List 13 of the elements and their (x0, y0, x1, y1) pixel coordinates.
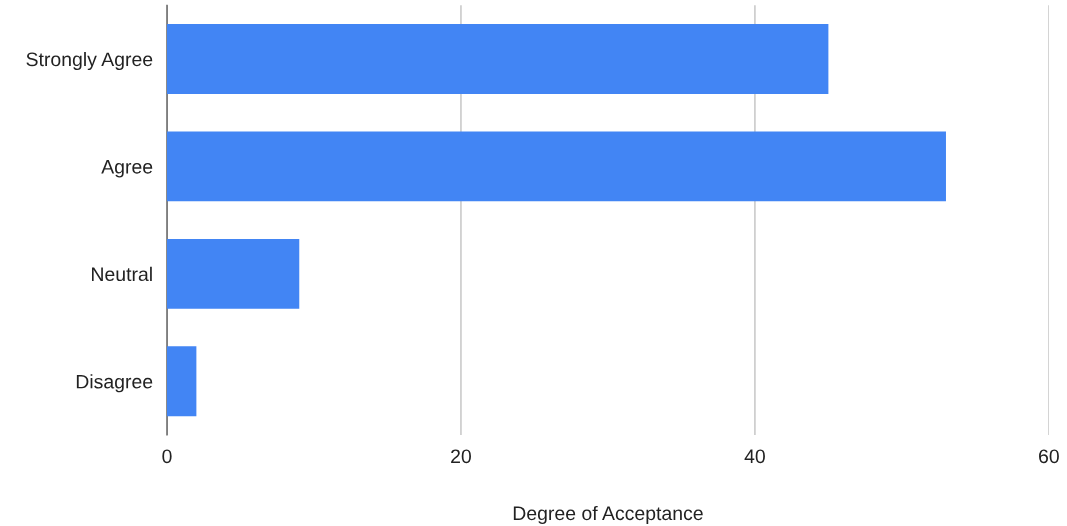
x-tick-label: 60 (1039, 449, 1059, 464)
x-tick-label: 20 (451, 449, 471, 464)
y-tick-label: Neutral (92, 266, 152, 282)
x-tick-label: 0 (162, 449, 172, 464)
bar (166, 24, 829, 94)
x-tick-label: 40 (744, 449, 765, 464)
bar (166, 346, 197, 417)
y-tick-label: Strongly Agree (26, 51, 153, 71)
bar (166, 131, 946, 202)
x-axis-title: Degree of Acceptance (513, 505, 703, 525)
y-tick-label: Agree (101, 160, 153, 178)
y-tick-label: Disagree (76, 374, 153, 393)
bar (166, 238, 300, 309)
